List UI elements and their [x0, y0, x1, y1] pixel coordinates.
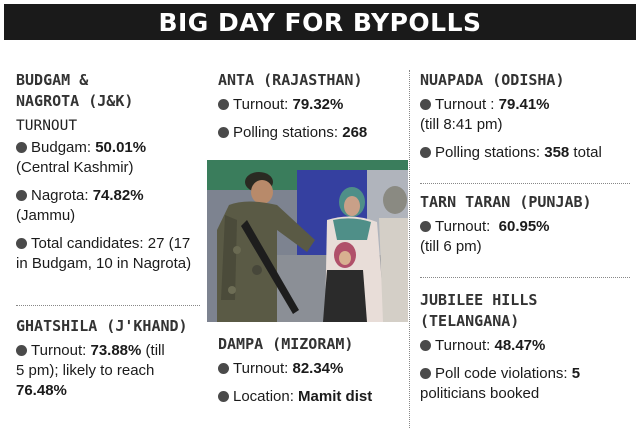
- divider: [16, 305, 200, 306]
- item-value: 79.41%: [498, 96, 550, 113]
- page-title: BIG DAY FOR BYPOLLS: [158, 7, 482, 37]
- item-label: Turnout:: [31, 342, 91, 359]
- bullet-icon: [16, 238, 27, 249]
- jubilee-violations-item: Poll code violations: 5 politicians book…: [420, 364, 632, 404]
- item-value: 50.01%: [95, 139, 147, 156]
- item-label: Budgam:: [31, 139, 96, 156]
- bullet-icon: [16, 345, 27, 356]
- budgam-turnout-item: Budgam: 50.01% (Central Kashmir): [16, 138, 202, 178]
- item-label: Nagrota:: [31, 187, 93, 204]
- item-value: 73.88%: [90, 342, 142, 359]
- item-value: 268: [342, 124, 368, 141]
- divider: [420, 277, 630, 278]
- item-suffix: total: [569, 144, 602, 161]
- nagrota-turnout-item: Nagrota: 74.82% (Jammu): [16, 186, 202, 226]
- item-label: Poll code violations:: [435, 365, 572, 382]
- total-candidates-item: Total candidates: 27 (17 in Budgam, 10 i…: [16, 234, 202, 274]
- ghatshila-section: GHATSHILA (J'KHAND) Turnout: 73.88% (til…: [16, 316, 202, 409]
- bullet-icon: [420, 99, 431, 110]
- item-label: Turnout:: [233, 96, 293, 113]
- anta-section: ANTA (RAJASTHAN) Turnout: 79.32% Polling…: [218, 70, 400, 151]
- nuapada-heading: NUAPADA (ODISHA): [420, 71, 565, 89]
- item-value: 48.47%: [494, 337, 546, 354]
- bullet-icon: [420, 340, 431, 351]
- budgam-heading: BUDGAM & NAGROTA (J&K): [16, 70, 202, 112]
- bullet-icon: [218, 99, 229, 110]
- item-note: (till 6 pm): [420, 238, 482, 255]
- jubilee-heading: JUBILEE HILLS (TELANGANA): [420, 290, 632, 332]
- anta-turnout-item: Turnout: 79.32%: [218, 95, 400, 115]
- item-note: (Central Kashmir): [16, 159, 134, 176]
- nuapada-polling-item: Polling stations: 358 total: [420, 143, 632, 163]
- jubilee-heading-line2: (TELANGANA): [420, 312, 520, 330]
- item-text: Total candidates: 27 (17: [31, 235, 191, 252]
- item-note: politicians booked: [420, 385, 540, 402]
- item-value: 79.32%: [292, 96, 344, 113]
- item-text: 5 pm); likely to reach: [16, 362, 155, 379]
- item-note: (till 8:41 pm): [420, 116, 503, 133]
- item-label: Location:: [233, 388, 299, 405]
- ghatshila-heading: GHATSHILA (J'KHAND): [16, 317, 188, 335]
- budgam-heading-line2: NAGROTA (J&K): [16, 92, 134, 110]
- item-value: 76.48%: [16, 382, 67, 399]
- item-label: Turnout:: [233, 360, 293, 377]
- title-banner: BIG DAY FOR BYPOLLS: [4, 4, 636, 40]
- item-value: 74.82%: [92, 187, 144, 204]
- tarn-taran-section: TARN TARAN (PUNJAB) Turnout: 60.95% (til…: [420, 192, 632, 265]
- tarn-taran-turnout-item: Turnout: 60.95% (till 6 pm): [420, 217, 632, 257]
- anta-polling-item: Polling stations: 268: [218, 123, 400, 143]
- divider: [420, 183, 630, 184]
- bullet-icon: [420, 368, 431, 379]
- item-label: Polling stations:: [435, 144, 545, 161]
- item-value: Mamit dist: [298, 388, 373, 405]
- item-note: (Jammu): [16, 207, 76, 224]
- budgam-heading-line1: BUDGAM &: [16, 71, 89, 89]
- item-value: 82.34%: [292, 360, 344, 377]
- item-label: Polling stations:: [233, 124, 343, 141]
- item-value: 5: [571, 365, 581, 382]
- anta-heading: ANTA (RAJASTHAN): [218, 71, 363, 89]
- nuapada-section: NUAPADA (ODISHA) Turnout : 79.41% (till …: [420, 70, 632, 171]
- item-value: 358: [544, 144, 570, 161]
- jubilee-hills-section: JUBILEE HILLS (TELANGANA) Turnout: 48.47…: [420, 290, 632, 412]
- dampa-heading: DAMPA (MIZORAM): [218, 335, 354, 353]
- item-value: 60.95%: [498, 218, 550, 235]
- bullet-icon: [16, 142, 27, 153]
- dampa-turnout-item: Turnout: 82.34%: [218, 359, 400, 379]
- item-text: (till: [141, 342, 165, 359]
- ghatshila-turnout-item: Turnout: 73.88% (till 5 pm); likely to r…: [16, 341, 202, 401]
- item-label: Turnout:: [435, 218, 499, 235]
- bullet-icon: [16, 190, 27, 201]
- bullet-icon: [218, 127, 229, 138]
- bullet-icon: [218, 363, 229, 374]
- budgam-nagrota-section: BUDGAM & NAGROTA (J&K) TURNOUT Budgam: 5…: [16, 70, 202, 282]
- jubilee-turnout-item: Turnout: 48.47%: [420, 336, 632, 356]
- item-label: Turnout :: [435, 96, 499, 113]
- photo-illustration: [207, 160, 408, 322]
- dampa-section: DAMPA (MIZORAM) Turnout: 82.34% Location…: [218, 334, 400, 415]
- bullet-icon: [218, 391, 229, 402]
- nuapada-turnout-item: Turnout : 79.41% (till 8:41 pm): [420, 95, 632, 135]
- polling-photo: [207, 160, 408, 322]
- dampa-location-item: Location: Mamit dist: [218, 387, 400, 407]
- bullet-icon: [420, 147, 431, 158]
- item-text: in Budgam, 10 in Nagrota): [16, 255, 192, 272]
- jubilee-heading-line1: JUBILEE HILLS: [420, 291, 538, 309]
- bullet-icon: [420, 221, 431, 232]
- turnout-subhead: TURNOUT: [16, 118, 78, 134]
- column-divider: [409, 70, 410, 428]
- tarn-taran-heading: TARN TARAN (PUNJAB): [420, 193, 592, 211]
- item-label: Turnout:: [435, 337, 495, 354]
